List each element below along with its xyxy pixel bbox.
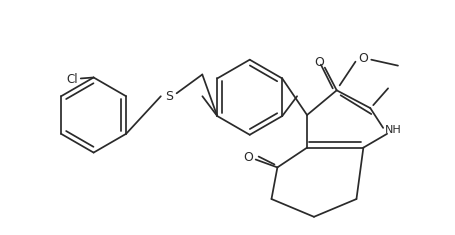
Text: O: O: [243, 151, 253, 164]
Text: O: O: [359, 52, 368, 65]
Text: S: S: [165, 90, 173, 103]
Text: O: O: [314, 56, 324, 69]
Text: NH: NH: [384, 125, 401, 135]
Text: Cl: Cl: [66, 73, 78, 86]
